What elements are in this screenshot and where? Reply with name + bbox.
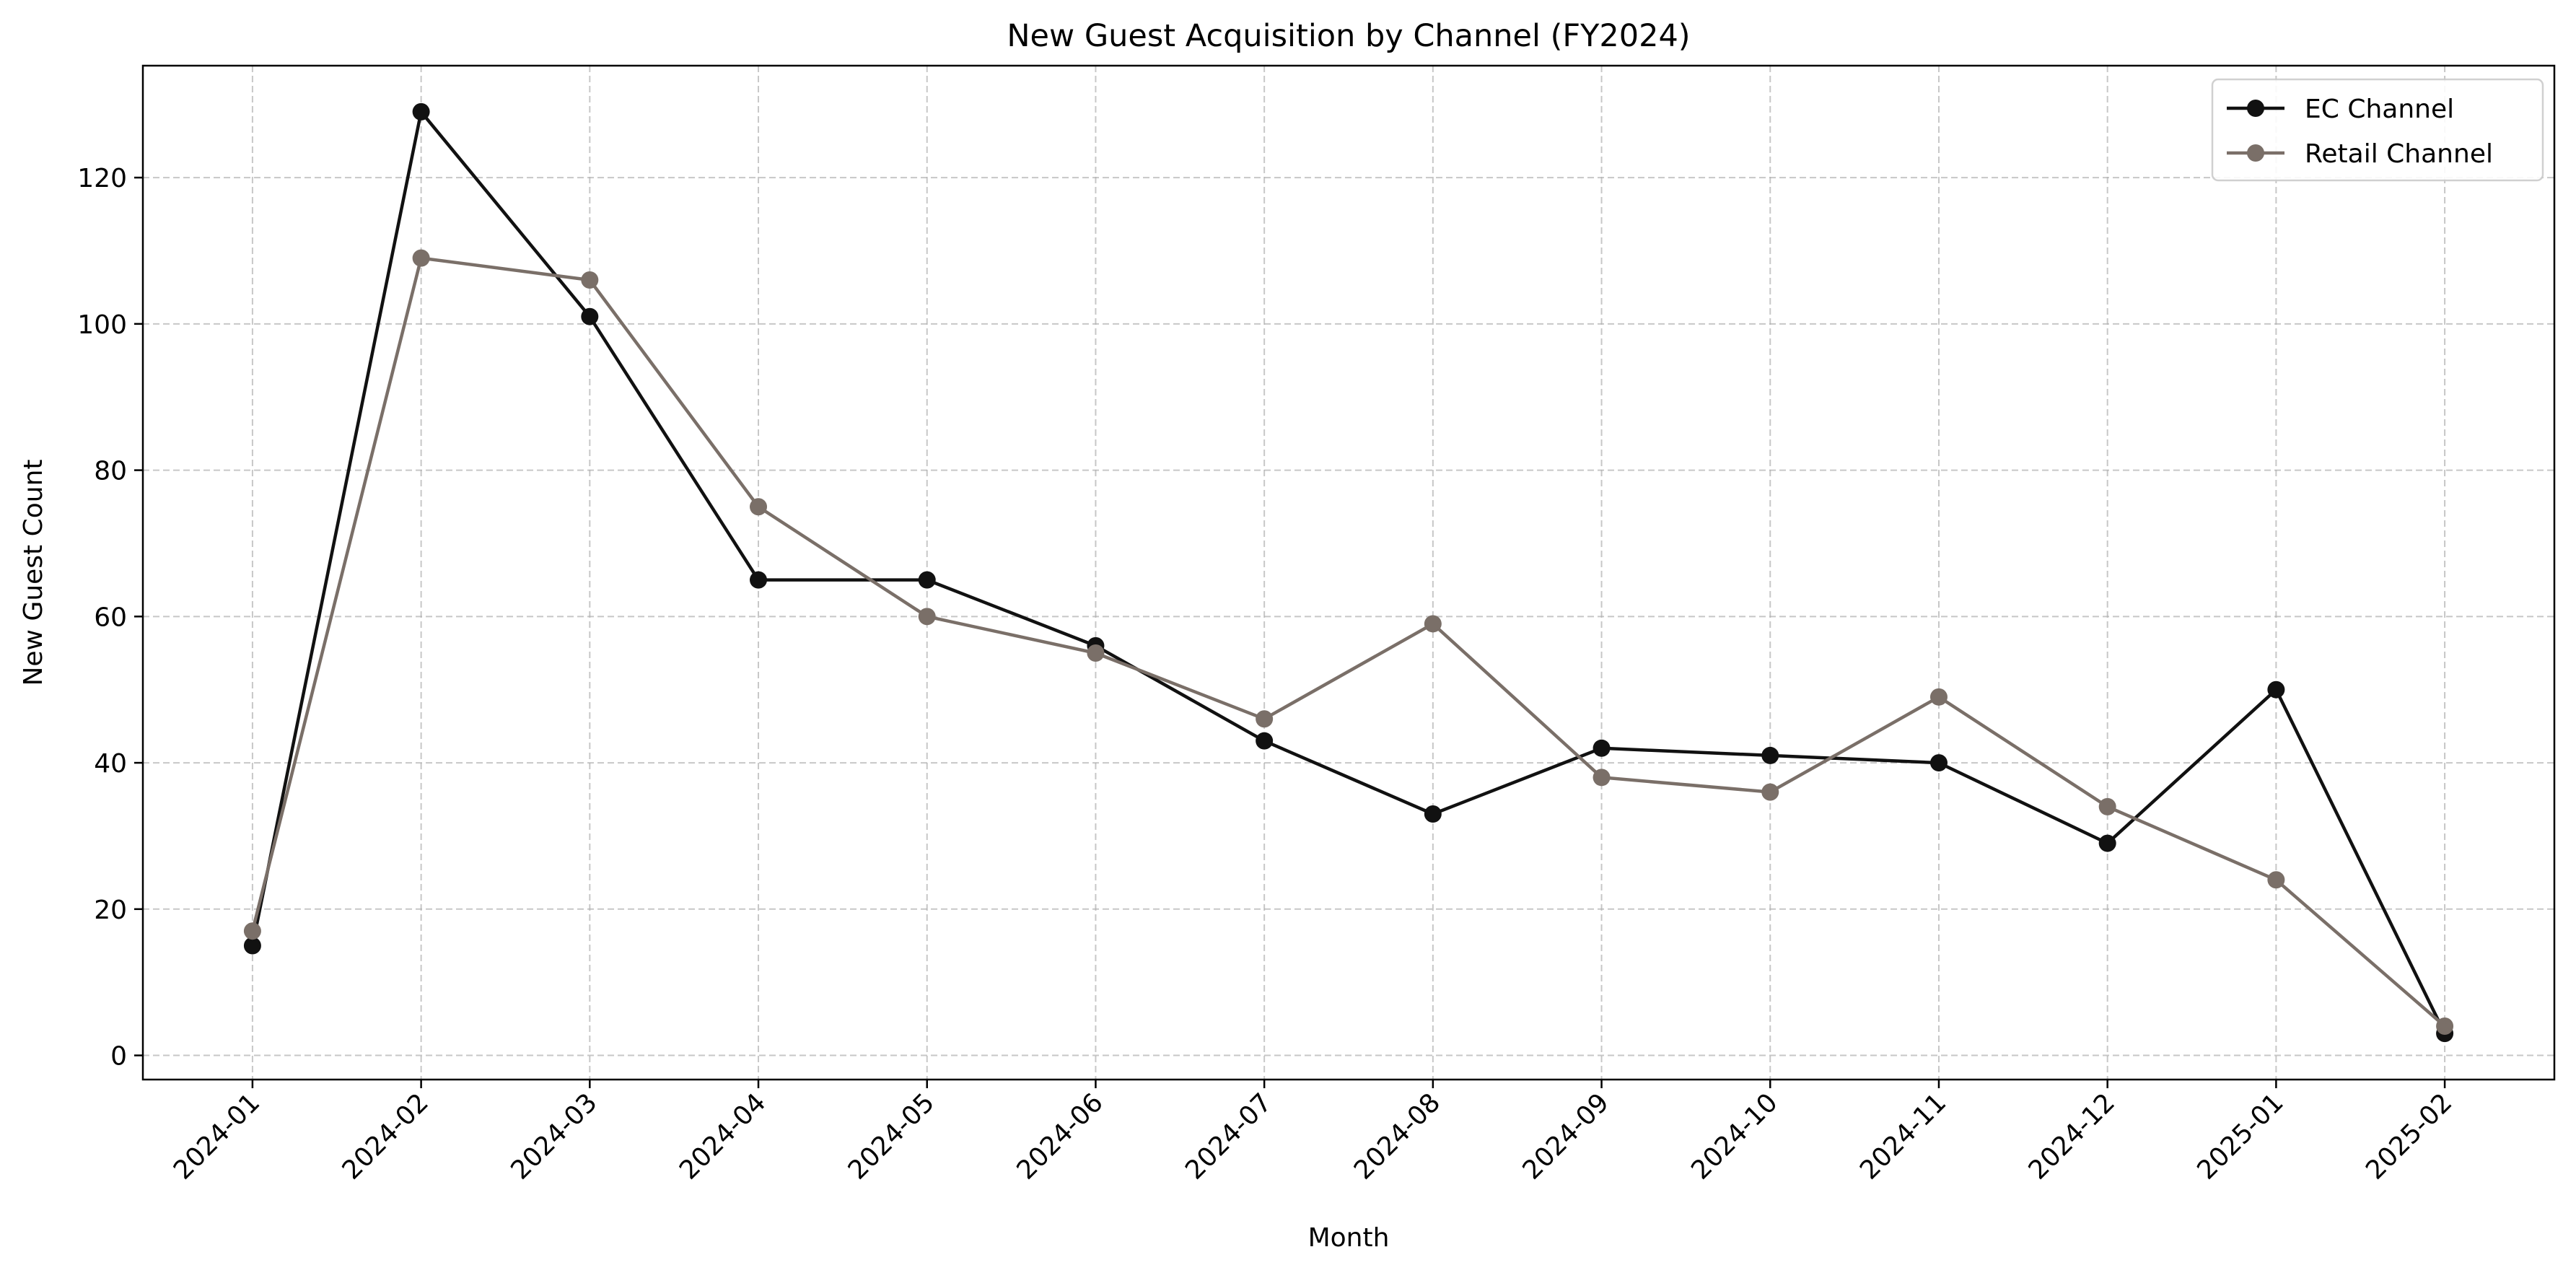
data-point [1593,769,1611,787]
data-point [412,249,430,267]
data-point [918,608,936,626]
data-point [581,271,599,289]
y-tick-label: 120 [77,164,127,193]
legend-item: EC Channel [2227,95,2454,124]
data-point [1087,644,1105,662]
plot-area [141,64,2556,1081]
data-point [1593,739,1611,757]
data-point [243,922,261,940]
y-axis: 0 20 40 60 80 100 120 [77,164,143,1072]
data-point [2436,1017,2454,1035]
legend-label: EC Channel [2305,95,2454,124]
data-point [1929,754,1948,772]
y-tick-label: 0 [110,1042,127,1072]
data-point [412,102,430,121]
series-line [250,256,2446,1028]
data-point [2098,797,2116,815]
legend-item: Retail Channel [2227,139,2493,169]
data-point [1761,783,1779,801]
legend-box [2211,78,2544,182]
data-point [1929,688,1948,706]
legend-swatch-marker [2247,144,2264,162]
data-point [1424,615,1442,633]
y-tick-label: 40 [94,749,127,779]
data-point [2267,680,2285,699]
data-point [243,937,261,955]
data-point [1761,746,1779,764]
legend-label: Retail Channel [2305,139,2493,169]
data-point [1256,710,1274,728]
y-tick-label: 100 [77,310,127,340]
data-point [750,571,768,589]
x-axis-label: Month [1308,1223,1390,1253]
data-point [1424,805,1442,823]
y-axis-label: New Guest Count [19,459,48,686]
y-tick-label: 20 [94,896,127,925]
chart-title: New Guest Acquisition by Channel (FY2024… [1007,18,1690,54]
data-point [581,307,599,325]
data-point [2267,871,2285,889]
data-point [750,498,768,516]
y-tick-label: 60 [94,603,127,632]
legend: EC Channel Retail Channel [2211,78,2544,182]
data-point [1256,732,1274,750]
series-line [250,110,2447,1035]
y-tick-label: 80 [94,457,127,486]
legend-swatch-marker [2247,100,2264,117]
data-point [2098,834,2116,852]
data-point [918,571,936,589]
series-layer [243,102,2454,1043]
series-group [243,249,2454,1035]
